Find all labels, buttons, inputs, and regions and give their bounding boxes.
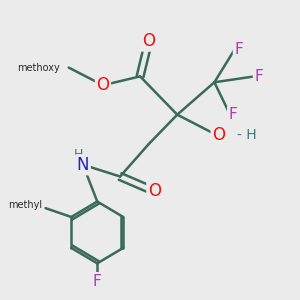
- Text: - H: - H: [237, 128, 257, 142]
- Text: F: F: [234, 42, 243, 57]
- Text: methyl: methyl: [9, 200, 43, 210]
- Text: F: F: [254, 69, 263, 84]
- Text: O: O: [212, 126, 225, 144]
- Text: F: F: [229, 107, 237, 122]
- Text: H: H: [74, 148, 83, 161]
- Text: methoxy: methoxy: [17, 63, 60, 73]
- Text: O: O: [148, 182, 161, 200]
- Text: O: O: [142, 32, 155, 50]
- Text: O: O: [97, 76, 110, 94]
- Text: F: F: [93, 274, 102, 289]
- Text: N: N: [77, 156, 89, 174]
